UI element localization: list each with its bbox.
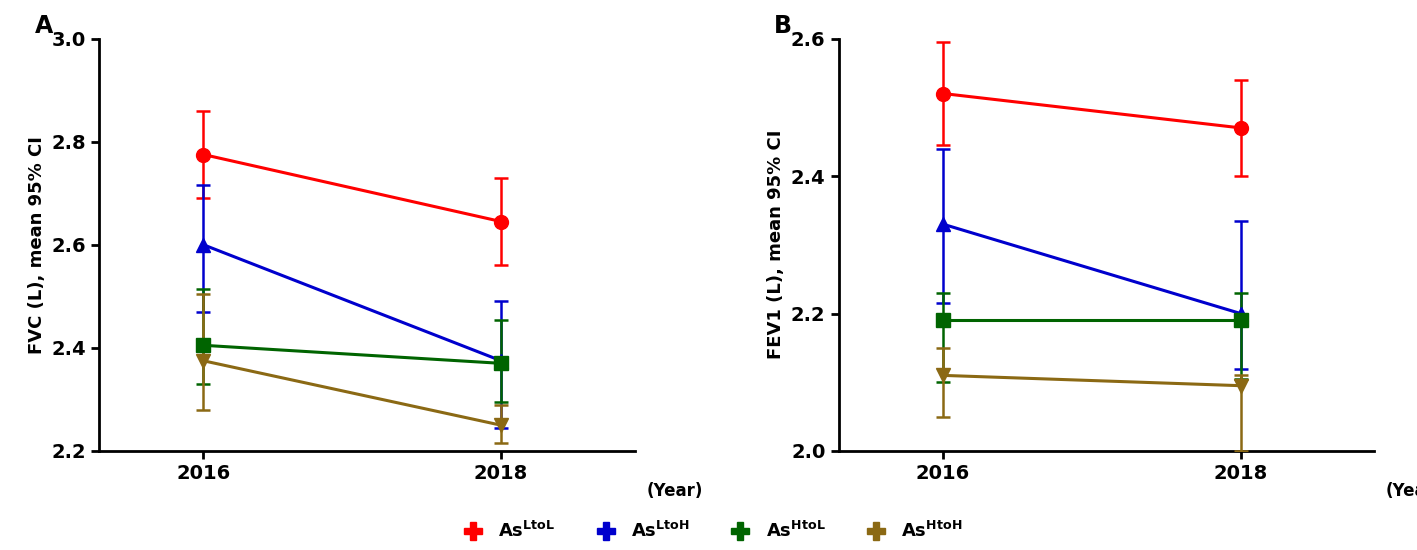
Y-axis label: FEV1 (L), mean 95% CI: FEV1 (L), mean 95% CI <box>767 130 785 360</box>
Legend: $\mathbf{As}^{\mathbf{LtoL}}$, $\mathbf{As}^{\mathbf{LtoH}}$, $\mathbf{As}^{\mat: $\mathbf{As}^{\mathbf{LtoL}}$, $\mathbf{… <box>455 521 962 541</box>
Y-axis label: FVC (L), mean 95% CI: FVC (L), mean 95% CI <box>28 136 45 354</box>
Text: (Year): (Year) <box>1386 482 1417 499</box>
Text: (Year): (Year) <box>646 482 703 499</box>
Text: A: A <box>35 14 54 38</box>
Text: B: B <box>774 14 792 38</box>
